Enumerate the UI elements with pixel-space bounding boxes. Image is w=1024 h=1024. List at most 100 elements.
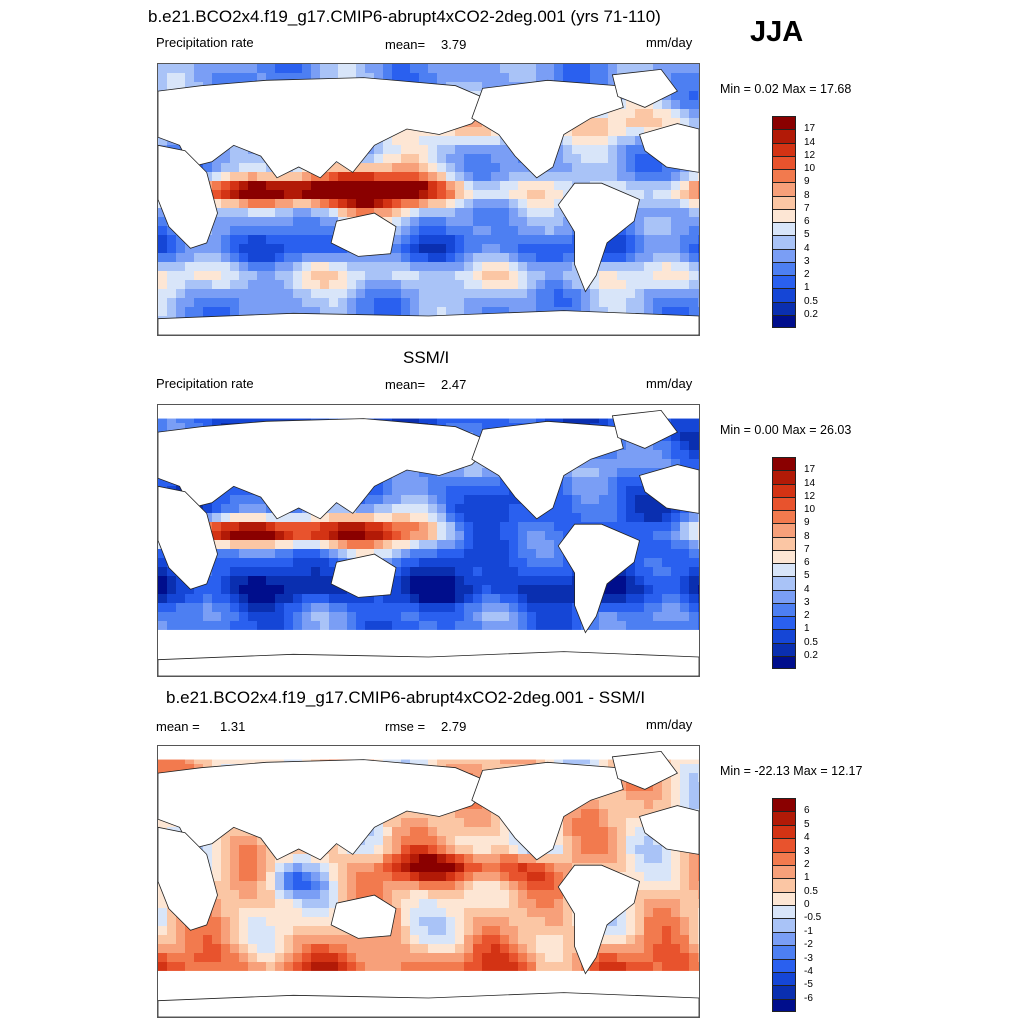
colorbar-segment	[772, 208, 796, 222]
landmass-0	[158, 759, 495, 861]
colorbar-tick-label: 2	[804, 269, 810, 280]
panel1-units: mm/day	[646, 35, 693, 50]
landmass-2	[330, 553, 397, 598]
colorbar-segment	[772, 998, 796, 1012]
colorbar-tick-label: 5	[804, 229, 810, 241]
colorbar-tick-label: 12	[804, 149, 816, 161]
colorbar-tick-label: 1	[804, 623, 810, 635]
panel1-minmax: Min = 0.02 Max = 17.68	[720, 82, 852, 96]
landmass-0	[158, 77, 495, 179]
panel2-mean-label: mean=	[385, 377, 426, 392]
panel3-mean-value: 1.31	[220, 719, 246, 734]
colorbar-segment	[772, 616, 796, 630]
colorbar-segment	[772, 851, 796, 865]
colorbar-tick-label: 3	[804, 596, 810, 608]
colorbar-tick-label: 4	[804, 832, 810, 844]
colorbar-segment	[772, 142, 796, 156]
panel1-colorbar	[772, 116, 796, 328]
colorbar-segment	[772, 958, 796, 972]
landmass-4	[557, 523, 640, 634]
colorbar-segment	[772, 905, 796, 919]
colorbar-tick-label: 2	[804, 858, 810, 870]
landmass-5	[611, 409, 679, 449]
landmass-2	[330, 212, 397, 257]
colorbar-tick-label: 10	[804, 504, 816, 515]
colorbar-tick-label: -0.5	[804, 912, 822, 924]
colorbar-tick-label: -4	[804, 965, 813, 977]
colorbar-tick-label: 5	[804, 570, 810, 582]
colorbar-tick-label: 8	[804, 530, 810, 542]
colorbar-tick-label: 3	[804, 845, 810, 857]
colorbar-segment	[772, 182, 796, 196]
colorbar-tick-label: 0	[804, 899, 810, 910]
colorbar-segment	[772, 563, 796, 577]
landmass-5	[611, 68, 679, 108]
landmass-7	[158, 992, 699, 1017]
colorbar-segment	[772, 169, 796, 183]
landmass-7	[158, 310, 699, 335]
panel3-rmse-value: 2.79	[441, 719, 467, 734]
missing-data-mask-north	[158, 746, 699, 760]
colorbar-tick-label: 0.5	[804, 636, 818, 648]
colorbar-tick-label: 10	[804, 163, 816, 174]
panel2-title: SSM/I	[403, 348, 450, 367]
colorbar-tick-label: -5	[804, 979, 813, 991]
colorbar-tick-label: 0.2	[804, 308, 818, 320]
colorbar-tick-label: 1	[804, 872, 810, 884]
colorbar-tick-label: 8	[804, 189, 810, 201]
landmass-2	[330, 894, 397, 939]
panel3-map	[157, 745, 700, 1018]
colorbar-tick-label: 17	[804, 464, 816, 476]
landmass-6	[638, 123, 699, 173]
colorbar-tick-label: 7	[804, 202, 810, 214]
colorbar-segment	[772, 116, 796, 130]
colorbar-tick-label: 5	[804, 818, 810, 830]
colorbar-segment	[772, 549, 796, 563]
colorbar-segment	[772, 523, 796, 537]
colorbar-segment	[772, 602, 796, 616]
colorbar-segment	[772, 985, 796, 999]
colorbar-segment	[772, 536, 796, 550]
landmass-3	[471, 79, 624, 179]
colorbar-segment	[772, 838, 796, 852]
landmass-3	[471, 420, 624, 520]
colorbar-segment	[772, 483, 796, 497]
colorbar-segment	[772, 510, 796, 524]
colorbar-tick-label: 12	[804, 490, 816, 502]
panel1-mean-label: mean=	[385, 37, 426, 52]
panel3-units: mm/day	[646, 717, 693, 732]
colorbar-segment	[772, 288, 796, 302]
panel3-minmax: Min = -22.13 Max = 12.17	[720, 764, 863, 778]
landmass-1	[158, 144, 218, 249]
colorbar-segment	[772, 589, 796, 603]
colorbar-segment	[772, 470, 796, 484]
colorbar-segment	[772, 235, 796, 249]
panel1-map	[157, 63, 700, 336]
colorbar-segment	[772, 811, 796, 825]
colorbar-segment	[772, 971, 796, 986]
colorbar-tick-label: 6	[804, 216, 810, 227]
landmass-6	[638, 805, 699, 855]
panel2-map	[157, 404, 700, 677]
colorbar-segment	[772, 629, 796, 643]
panel3-colorbar	[772, 798, 796, 1012]
season-label: JJA	[750, 16, 804, 48]
colorbar-tick-label: -6	[804, 992, 813, 1004]
colorbar-segment	[772, 248, 796, 262]
colorbar-tick-label: 2	[804, 610, 810, 621]
landmass-1	[158, 485, 218, 590]
panel3-title: b.e21.BCO2x4.f19_g17.CMIP6-abrupt4xCO2-2…	[166, 688, 646, 707]
colorbar-tick-label: 0.5	[804, 885, 818, 897]
colorbar-segment	[772, 931, 796, 946]
colorbar-segment	[772, 655, 796, 669]
colorbar-tick-label: -1	[804, 925, 813, 937]
landmass-4	[557, 864, 640, 975]
panel1-title: b.e21.BCO2x4.f19_g17.CMIP6-abrupt4xCO2-2…	[148, 7, 661, 26]
colorbar-tick-label: 6	[804, 557, 810, 568]
panel2-units: mm/day	[646, 376, 693, 391]
colorbar-tick-label: 14	[804, 477, 816, 489]
colorbar-tick-label: 14	[804, 136, 816, 148]
landmass-1	[158, 826, 218, 931]
colorbar-segment	[772, 129, 796, 143]
panel1-mean-value: 3.79	[441, 37, 467, 52]
